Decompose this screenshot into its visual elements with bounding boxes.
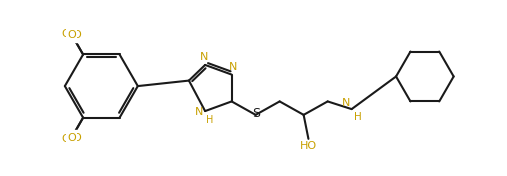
Bar — [43, 130, 91, 145]
Text: O: O — [67, 133, 76, 143]
Text: O: O — [67, 30, 76, 40]
Text: H: H — [353, 112, 361, 122]
Text: N: N — [229, 62, 237, 72]
Text: N: N — [195, 107, 203, 117]
Text: O: O — [73, 133, 81, 143]
Text: S: S — [251, 107, 260, 120]
Text: O: O — [73, 30, 81, 40]
Text: N: N — [342, 98, 351, 108]
Bar — [48, 27, 96, 42]
Text: O: O — [61, 29, 69, 39]
Text: N: N — [200, 52, 208, 62]
Text: O: O — [61, 134, 69, 144]
Text: H: H — [206, 115, 213, 125]
Text: HO: HO — [300, 141, 317, 151]
